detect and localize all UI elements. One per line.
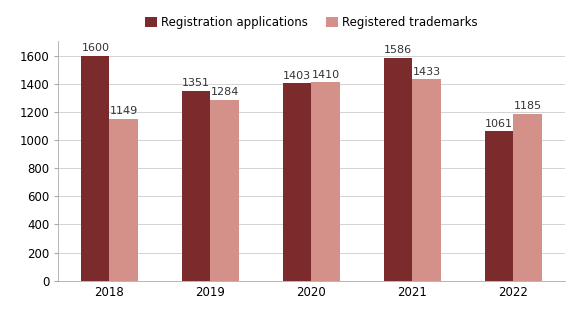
Text: 1185: 1185 <box>513 101 541 111</box>
Bar <box>81 56 109 281</box>
Text: 1410: 1410 <box>311 70 339 80</box>
Text: 1351: 1351 <box>182 78 210 88</box>
Bar <box>182 91 211 281</box>
Bar <box>412 79 441 281</box>
Text: 1586: 1586 <box>384 45 412 55</box>
Text: 1600: 1600 <box>81 43 109 53</box>
Text: 1061: 1061 <box>485 119 513 129</box>
Text: 1403: 1403 <box>283 71 311 81</box>
Bar <box>513 114 541 281</box>
Bar <box>311 82 340 281</box>
Legend: Registration applications, Registered trademarks: Registration applications, Registered tr… <box>140 11 482 34</box>
Bar <box>109 119 138 281</box>
Bar <box>283 83 311 281</box>
Bar <box>384 57 412 281</box>
Text: 1284: 1284 <box>210 87 239 98</box>
Text: 1149: 1149 <box>109 107 138 116</box>
Bar <box>485 131 513 281</box>
Bar <box>211 100 239 281</box>
Text: 1433: 1433 <box>413 67 441 77</box>
